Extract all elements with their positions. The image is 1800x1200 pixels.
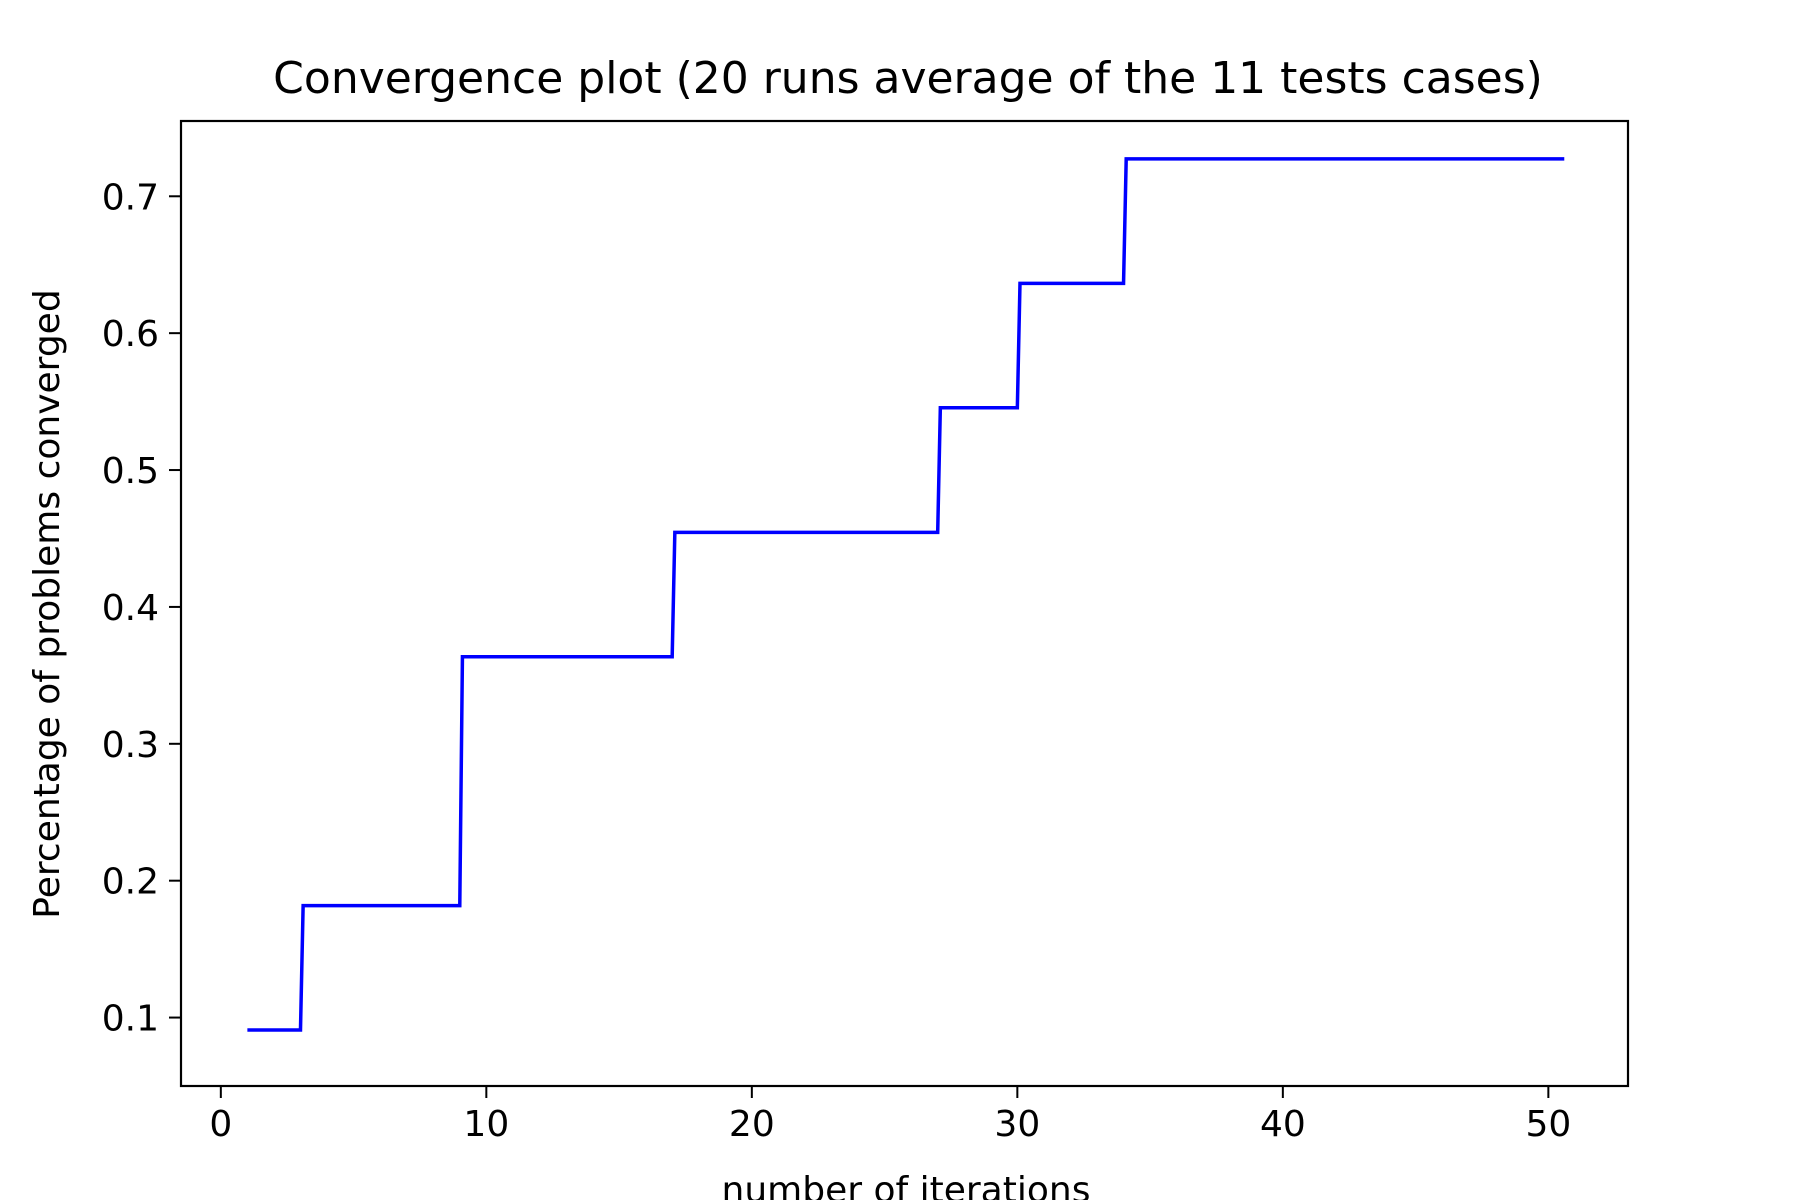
- x-tick-label: 40: [1260, 1104, 1306, 1145]
- y-axis-ticks: 0.1 0.2 0.3 0.4 0.5 0.6 0.7: [102, 177, 181, 1040]
- x-axis-ticks: 0 10 20 30 40 50: [209, 1086, 1571, 1145]
- y-tick-label: 0.1: [102, 999, 159, 1040]
- x-tick-label: 20: [729, 1104, 775, 1145]
- y-axis-label: Percentage of problems converged: [27, 289, 68, 918]
- x-tick-label: 10: [463, 1104, 509, 1145]
- y-tick-label: 0.4: [102, 588, 159, 629]
- y-tick-label: 0.7: [102, 177, 159, 218]
- x-tick-label: 30: [994, 1104, 1040, 1145]
- plot-frame: [179, 119, 1630, 1088]
- y-tick-label: 0.6: [102, 314, 159, 355]
- y-tick-label: 0.2: [102, 862, 159, 903]
- y-tick-label: 0.5: [102, 451, 159, 492]
- x-tick-label: 0: [209, 1104, 232, 1145]
- y-tick-label: 0.3: [102, 725, 159, 766]
- x-tick-label: 50: [1525, 1104, 1571, 1145]
- x-axis-label: number of iterations: [722, 1170, 1091, 1200]
- plot-area: [247, 157, 1565, 1032]
- series-line: [247, 157, 1565, 1032]
- chart-title: Convergence plot (20 runs average of the…: [273, 53, 1543, 104]
